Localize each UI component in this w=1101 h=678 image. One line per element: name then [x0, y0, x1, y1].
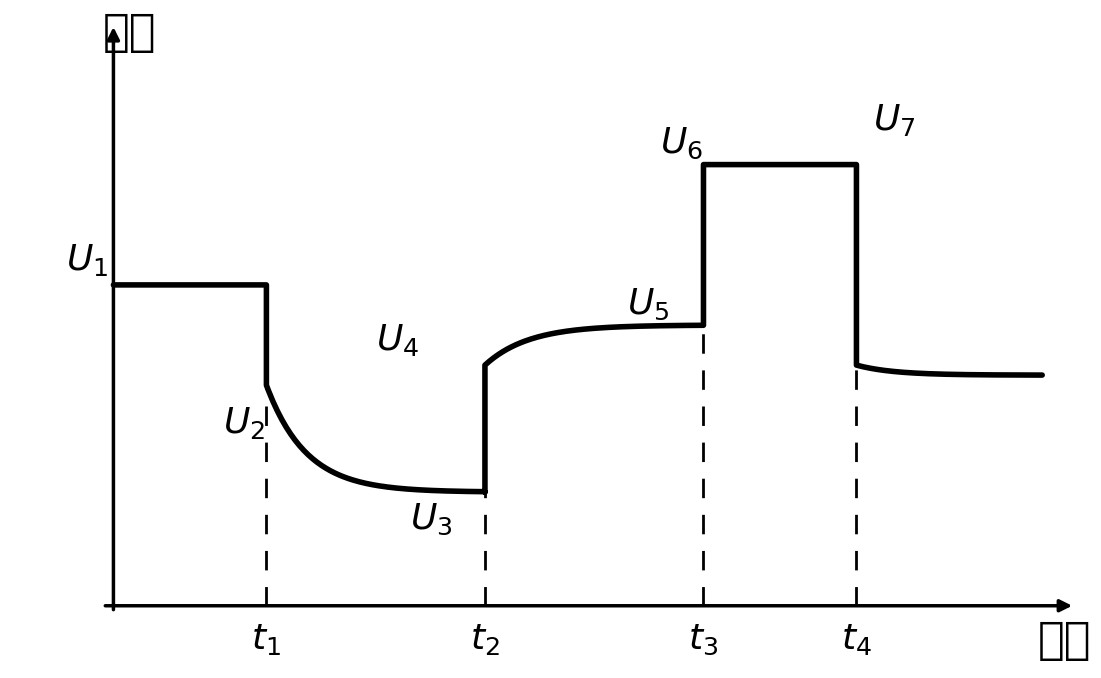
Text: $t_3$: $t_3$ — [688, 622, 719, 657]
Text: $t_4$: $t_4$ — [841, 622, 872, 658]
Text: $t_2$: $t_2$ — [470, 622, 500, 658]
Text: $U_1$: $U_1$ — [66, 242, 108, 278]
Text: $U_4$: $U_4$ — [375, 323, 418, 359]
Text: $U_7$: $U_7$ — [873, 102, 915, 138]
Text: $U_3$: $U_3$ — [410, 502, 453, 538]
Text: $U_2$: $U_2$ — [222, 405, 264, 441]
Text: $U_6$: $U_6$ — [659, 126, 702, 161]
Text: $U_5$: $U_5$ — [626, 286, 669, 321]
Text: 电压: 电压 — [102, 11, 156, 54]
Text: 时间: 时间 — [1038, 619, 1091, 662]
Text: $t_1$: $t_1$ — [251, 622, 282, 658]
